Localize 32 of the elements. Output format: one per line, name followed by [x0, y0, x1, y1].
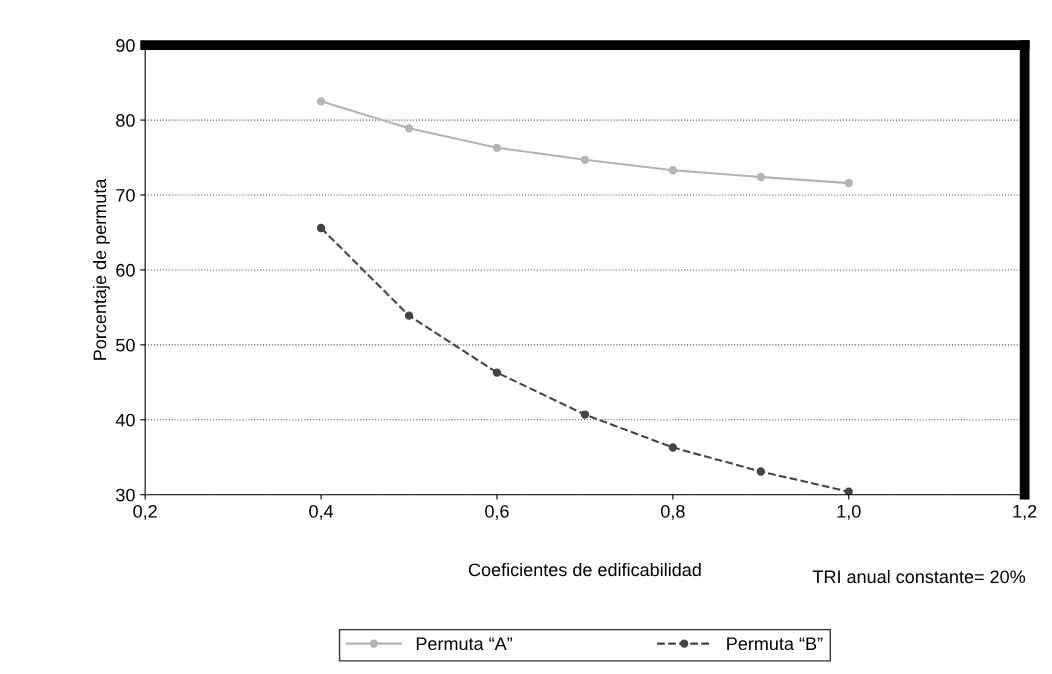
x-tick-label: 0,6 — [485, 504, 509, 520]
point — [580, 410, 590, 419]
point — [492, 368, 502, 377]
point — [844, 178, 853, 188]
y-tick-label: 90 — [116, 39, 135, 52]
x-tick-label: 0,4 — [309, 504, 334, 520]
legend-label: Permuta “B” — [727, 637, 823, 651]
x-tick-label: 0,8 — [661, 504, 685, 520]
point — [668, 166, 678, 175]
point — [756, 467, 765, 476]
point — [316, 223, 326, 233]
x-axis-title: Coeficientes de edificabilidad — [468, 562, 701, 577]
x-tick-label: 1,2 — [1013, 504, 1037, 520]
point — [580, 155, 590, 164]
y-tick-label: 30 — [116, 488, 135, 502]
x-tick-label: 0,2 — [133, 504, 157, 520]
point — [316, 97, 326, 106]
y-tick-label: 40 — [115, 413, 135, 427]
y-axis-title: Porcentaje de permuta — [92, 178, 110, 360]
point — [756, 172, 765, 182]
legend-label: Permuta “A” — [416, 637, 513, 651]
point — [404, 124, 414, 133]
point — [404, 311, 414, 320]
y-tick-label: 70 — [116, 188, 135, 202]
x-tick-label: 1,0 — [837, 504, 861, 520]
y-tick-label: 50 — [116, 338, 135, 352]
y-tick-label: 80 — [116, 114, 135, 127]
text: TRI anual constante= 20% — [812, 569, 1026, 584]
point — [844, 487, 853, 495]
point — [668, 443, 678, 452]
y-tick-label: 60 — [116, 263, 135, 277]
point — [492, 143, 502, 152]
